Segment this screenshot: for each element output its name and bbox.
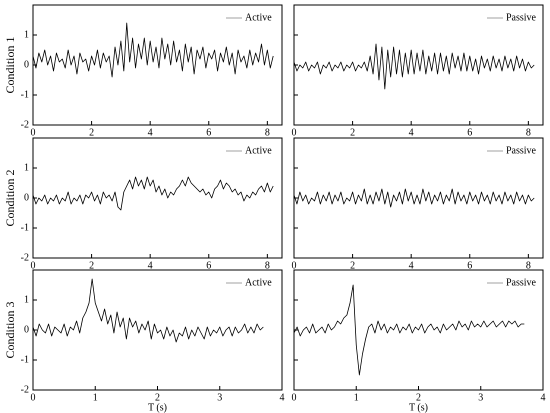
x-tick-label: 0: [292, 260, 297, 271]
panel: 0 1 2 3 4 Passive T (s): [292, 269, 546, 413]
x-tick-label: 0: [292, 392, 297, 403]
panel: 0 2 4 6 8 Passive: [292, 137, 544, 271]
panel: 0 2 4 6 8 Passive: [292, 4, 544, 138]
signal-line: [294, 188, 535, 208]
x-tick-label: 4: [280, 392, 285, 403]
y-tick-label: -1: [21, 354, 29, 365]
plot-area: [33, 22, 274, 78]
x-tick-label: 6: [467, 127, 472, 138]
signal-line: [294, 43, 535, 90]
x-tick-label: 8: [526, 127, 531, 138]
x-tick-label: 3: [217, 392, 222, 403]
x-tick-label: 4: [409, 260, 414, 271]
x-tick-label: 6: [206, 127, 211, 138]
x-tick-label: 0: [292, 127, 297, 138]
plot-area: [294, 188, 535, 208]
plot-area: [294, 43, 535, 90]
x-tick-label: 0: [31, 392, 36, 403]
x-tick-label: 4: [148, 127, 153, 138]
legend-label: Active: [245, 277, 272, 288]
y-tick-label: 0: [24, 192, 29, 203]
x-tick-label: 0: [31, 127, 36, 138]
x-tick-label: 2: [350, 260, 355, 271]
legend-label: Passive: [506, 145, 537, 156]
x-tick-label: 8: [526, 260, 531, 271]
y-tick-label: 1: [24, 294, 29, 305]
y-tick-label: 0: [24, 59, 29, 70]
x-tick-label: 3: [478, 392, 483, 403]
x-tick-label: 2: [155, 392, 160, 403]
y-tick-label: -2: [21, 384, 29, 395]
panel: 0 1 2 3 4 -2 -1 0 1 Active Condition 3 T (s): [3, 269, 285, 413]
y-tick-label: -1: [21, 89, 29, 100]
y-axis-label: Condition 3: [3, 301, 17, 358]
legend-label: Active: [245, 145, 272, 156]
y-tick-label: 0: [24, 324, 29, 335]
x-tick-label: 0: [31, 260, 36, 271]
x-tick-label: 1: [354, 392, 359, 403]
y-axis-label: Condition 1: [3, 36, 17, 93]
x-tick-label: 6: [467, 260, 472, 271]
y-tick-label: -1: [21, 222, 29, 233]
y-tick-label: 1: [24, 29, 29, 40]
panel: 0 2 4 6 8 -2 -1 0 1 Active Condition 1: [3, 4, 283, 138]
y-axis-label: Condition 2: [3, 169, 17, 226]
x-tick-label: 4: [148, 260, 153, 271]
legend-label: Passive: [506, 12, 537, 23]
legend-label: Active: [245, 12, 272, 23]
y-tick-label: -2: [21, 252, 29, 263]
x-tick-label: 4: [541, 392, 546, 403]
plot-area: [33, 176, 274, 211]
x-tick-label: 2: [350, 127, 355, 138]
x-tick-label: 4: [409, 127, 414, 138]
signal-line: [33, 176, 274, 211]
x-axis-label: T (s): [148, 402, 167, 413]
signal-line: [33, 278, 264, 343]
plot-area: [33, 278, 264, 343]
plot-area: [294, 284, 525, 376]
x-tick-label: 8: [265, 127, 270, 138]
legend-label: Passive: [506, 277, 537, 288]
x-tick-label: 1: [93, 392, 98, 403]
x-tick-label: 2: [89, 260, 94, 271]
y-tick-label: 1: [24, 162, 29, 173]
panel: 0 2 4 6 8 -2 -1 0 1 Active Condition 2: [3, 137, 283, 271]
x-tick-label: 6: [206, 260, 211, 271]
x-tick-label: 8: [265, 260, 270, 271]
signal-line: [33, 22, 274, 78]
x-tick-label: 2: [89, 127, 94, 138]
y-tick-label: -2: [21, 119, 29, 130]
x-tick-label: 2: [416, 392, 421, 403]
signal-line: [294, 284, 525, 376]
x-axis-label: T (s): [409, 402, 428, 413]
